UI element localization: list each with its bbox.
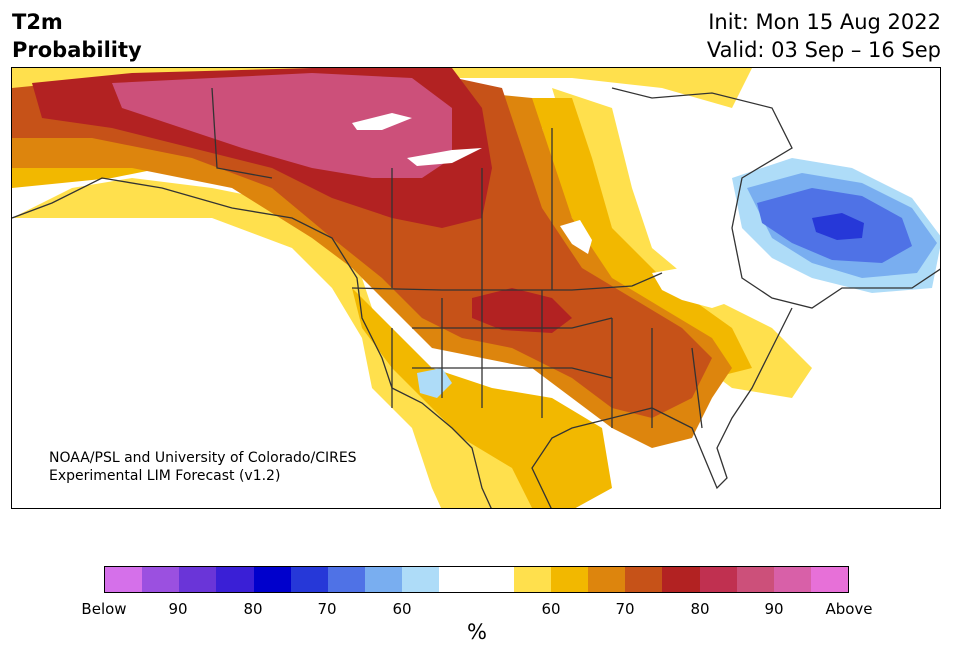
colorbar-segment — [588, 567, 626, 592]
colorbar-unit: % — [467, 620, 487, 644]
colorbar-tick-label: 80 — [690, 600, 710, 618]
colorbar-segment — [402, 567, 440, 592]
colorbar-segment — [290, 567, 328, 592]
region-gold-65 — [12, 98, 752, 378]
valid-range: Valid: 03 Sep – 16 Sep — [706, 38, 941, 62]
colorbar-segment — [476, 567, 514, 592]
colorbar-tick-label: 60 — [392, 600, 412, 618]
colorbar-tick-label: 60 — [541, 600, 561, 618]
region-red-plains — [472, 288, 572, 333]
init-date: Init: Mon 15 Aug 2022 — [708, 10, 941, 34]
colorbar-tick-label: 90 — [764, 600, 784, 618]
colorbar-tick-label: Below — [81, 600, 127, 618]
colorbar-segment — [327, 567, 366, 592]
colorbar-segment — [699, 567, 737, 592]
title-type: Probability — [12, 38, 142, 62]
colorbar-segment — [105, 567, 143, 592]
region-darkblue-80 — [812, 213, 864, 240]
colorbar-tick-label: 80 — [243, 600, 263, 618]
colorbar-segment — [550, 567, 589, 592]
credit-line-2: Experimental LIM Forecast (v1.2) — [49, 468, 281, 484]
forecast-map — [11, 67, 941, 509]
colorbar-segment — [253, 567, 291, 592]
credit-line-1: NOAA/PSL and University of Colorado/CIRE… — [49, 450, 357, 466]
region-crimson-85 — [112, 73, 452, 178]
colorbar-segment — [365, 567, 403, 592]
data-credit: NOAA/PSL and University of Colorado/CIRE… — [49, 449, 357, 485]
region-yellow-east — [552, 88, 812, 398]
region-yellow-west — [12, 178, 569, 508]
probability-colorbar — [104, 566, 849, 593]
great-slave-lake — [352, 113, 412, 130]
colorbar-tick-label: Above — [825, 600, 873, 618]
forecast-dates: Init: Mon 15 Aug 2022 Valid: 03 Sep – 16… — [707, 8, 941, 64]
colorbar-segment — [736, 567, 774, 592]
map-title: T2m Probability — [12, 8, 142, 64]
title-variable: T2m — [12, 10, 63, 34]
colorbar-segment — [513, 567, 551, 592]
lake-winnipeg — [560, 220, 592, 254]
colorbar-segment — [662, 567, 700, 592]
colorbar-tick-label: 90 — [168, 600, 188, 618]
map-svg — [12, 68, 940, 508]
colorbar-segment — [216, 567, 254, 592]
colorbar-segment — [773, 567, 811, 592]
colorbar-segment — [810, 567, 849, 592]
colorbar-segment — [439, 567, 477, 592]
colorbar-segment — [625, 567, 663, 592]
region-lightblue-sw — [417, 368, 452, 398]
colorbar-segment — [179, 567, 217, 592]
colorbar-segment — [142, 567, 180, 592]
colorbar-tick-label: 70 — [615, 600, 635, 618]
colorbar-tick-label: 70 — [317, 600, 337, 618]
lake-athabasca — [407, 148, 482, 166]
map-boundaries — [12, 87, 940, 508]
great-lakes — [652, 266, 742, 308]
